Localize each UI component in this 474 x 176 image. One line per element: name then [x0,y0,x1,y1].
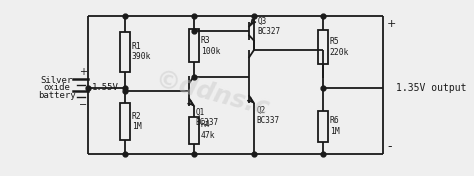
Text: R6
1M: R6 1M [330,117,339,136]
Text: 1.35V output: 1.35V output [396,83,467,93]
Text: oxide: oxide [44,83,70,93]
Bar [120,32,130,72]
Text: 1.55V: 1.55V [92,83,118,92]
Text: Q1
BC337: Q1 BC337 [196,108,219,127]
Bar [318,111,328,142]
Bar [189,117,199,144]
Text: R3
100k: R3 100k [201,36,220,56]
Text: +: + [79,67,87,77]
Text: R4
47k: R4 47k [201,120,216,140]
Text: ©ddns.c: ©ddns.c [152,68,273,122]
Text: Q3
BC327: Q3 BC327 [257,17,281,36]
Text: +: + [387,18,397,29]
Text: R5
220k: R5 220k [330,37,349,56]
Bar [318,30,328,64]
Text: R2
1M: R2 1M [132,112,142,131]
Text: R1
390k: R1 390k [132,42,151,61]
Text: Q2
BC337: Q2 BC337 [256,106,280,125]
Text: -: - [387,140,392,153]
Bar [189,29,199,62]
Bar [120,103,130,140]
Text: battery: battery [38,92,76,100]
Text: −: − [79,100,87,110]
Text: Silver: Silver [41,76,73,84]
